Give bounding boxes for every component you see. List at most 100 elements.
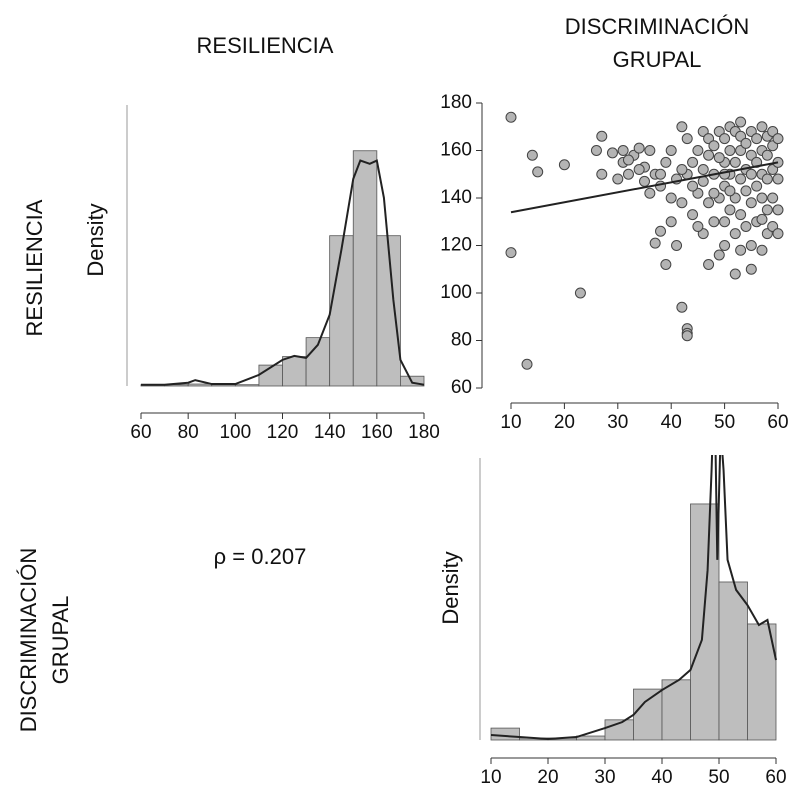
point: [735, 244, 747, 256]
point: [724, 145, 736, 156]
point: [687, 156, 699, 168]
x-tick-label: 40: [651, 767, 672, 788]
point: [761, 204, 773, 216]
point: [655, 168, 667, 180]
point: [521, 358, 533, 370]
point: [612, 173, 624, 185]
point: [740, 221, 752, 232]
point: [665, 145, 677, 156]
point: [745, 263, 757, 275]
point: [697, 164, 709, 175]
point: [729, 228, 741, 240]
bar: [718, 581, 748, 741]
y-tick-label: 140: [440, 187, 472, 208]
point: [622, 168, 634, 180]
point: [574, 287, 586, 299]
bar: [352, 150, 378, 387]
point: [724, 204, 736, 216]
point: [558, 159, 570, 171]
point: [719, 133, 731, 145]
point: [756, 192, 768, 204]
x-tick-label: 80: [178, 422, 199, 443]
bar: [661, 679, 691, 741]
point: [633, 142, 645, 154]
point: [745, 197, 757, 209]
y-tick-label: 100: [440, 282, 472, 303]
x-tick-label: 60: [765, 767, 786, 788]
bar: [747, 623, 777, 741]
x-tick-label: 10: [500, 412, 521, 433]
y-tick-label: 180: [440, 92, 472, 113]
point: [735, 209, 747, 221]
y-tick-label: 60: [451, 377, 472, 398]
trend-line: [510, 161, 779, 214]
point: [713, 249, 725, 261]
x-tick-label: 180: [408, 422, 440, 443]
point: [719, 240, 731, 251]
y-axis-label: Density: [83, 203, 108, 276]
bar: [490, 727, 520, 741]
point: [655, 225, 667, 237]
point: [644, 187, 656, 199]
point: [655, 180, 667, 192]
x-tick-label: 30: [607, 412, 628, 433]
y-axis-label: Density: [438, 551, 463, 624]
x-tick-label: 60: [767, 412, 788, 433]
point: [665, 216, 677, 228]
x-tick-label: 140: [314, 422, 346, 443]
point: [505, 111, 517, 123]
bar: [187, 383, 213, 387]
point: [767, 192, 779, 204]
correlation: ρ = 0.207: [214, 544, 307, 569]
point: [751, 133, 763, 145]
point: [606, 147, 618, 159]
row-label: GRUPAL: [48, 596, 73, 685]
x-tick-label: 20: [554, 412, 575, 433]
point: [676, 164, 688, 175]
point: [756, 121, 768, 133]
point: [676, 301, 688, 313]
point: [660, 156, 672, 168]
x-tick-label: 160: [361, 422, 393, 443]
point: [708, 216, 720, 228]
column-label: DISCRIMINACIÓN: [565, 14, 750, 39]
column-label: GRUPAL: [613, 47, 702, 72]
point: [751, 180, 763, 192]
point: [692, 145, 704, 156]
point: [681, 330, 693, 342]
bar: [690, 503, 720, 741]
point: [676, 197, 688, 209]
point: [772, 228, 784, 240]
point: [665, 192, 677, 204]
density-curve: [141, 159, 425, 386]
point: [692, 221, 704, 232]
point: [596, 168, 608, 180]
bar: [282, 356, 307, 387]
x-tick-label: 50: [708, 767, 729, 788]
point: [590, 145, 602, 156]
x-tick-label: 40: [661, 412, 682, 433]
point: [708, 187, 720, 199]
y-tick-label: 120: [440, 235, 472, 256]
point: [719, 216, 731, 228]
point: [724, 185, 736, 197]
x-tick-label: 60: [130, 422, 151, 443]
x-tick-label: 50: [714, 412, 735, 433]
bar: [376, 235, 401, 387]
point: [729, 156, 741, 168]
point: [676, 121, 688, 133]
point: [703, 259, 715, 270]
point: [772, 204, 784, 216]
point: [713, 152, 725, 164]
point: [596, 130, 608, 142]
point: [756, 213, 768, 225]
point: [761, 173, 773, 185]
density-curve: [490, 455, 777, 741]
point: [687, 209, 699, 221]
x-tick-label: 10: [480, 767, 501, 788]
point: [729, 268, 741, 280]
x-tick-label: 30: [594, 767, 615, 788]
point: [622, 154, 634, 166]
point: [660, 259, 672, 270]
